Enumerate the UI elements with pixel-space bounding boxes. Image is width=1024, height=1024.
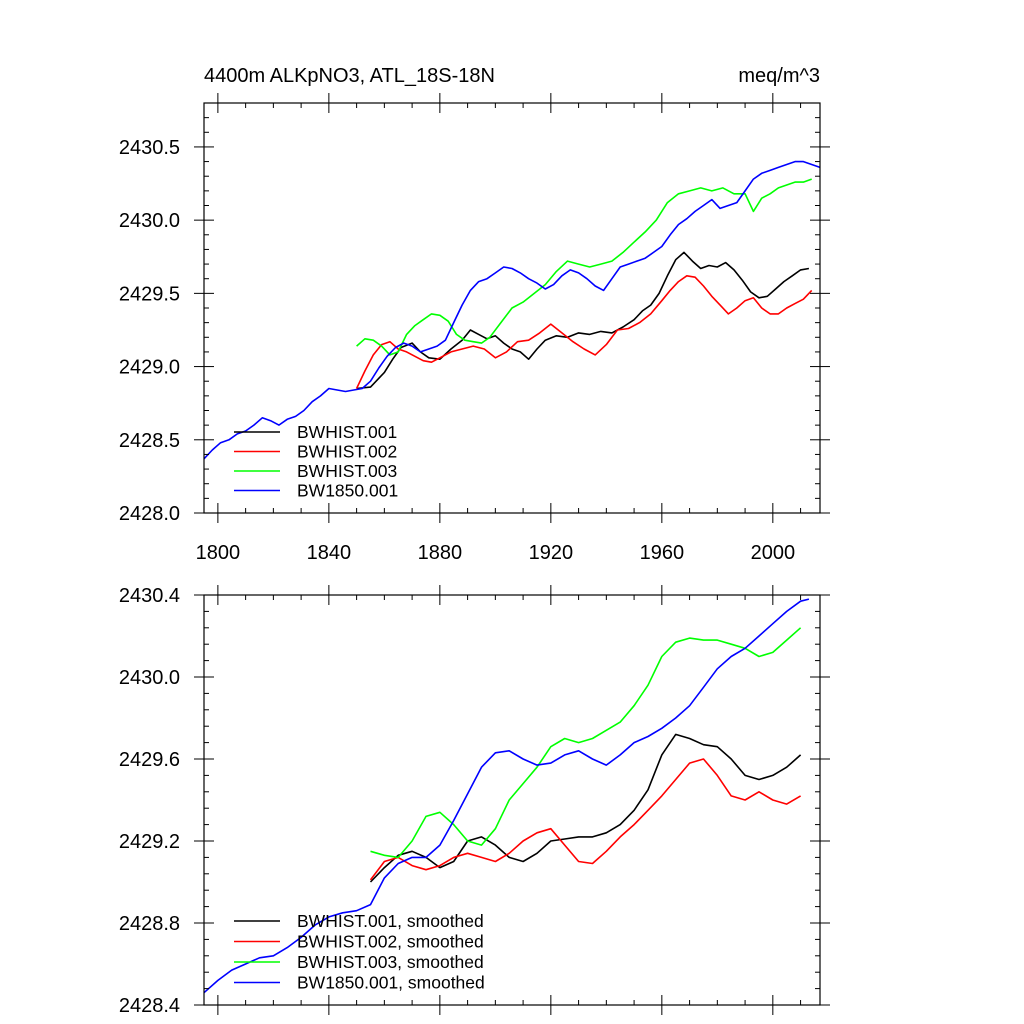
bot-series-line-3 (370, 627, 802, 859)
top-xtick-label: 1880 (418, 542, 463, 564)
top-series-lines (203, 160, 821, 460)
top-ytick-label: 2429.5 (119, 283, 180, 305)
top-ytick-label: 2430.0 (119, 210, 180, 232)
top-panel: 4400m ALKpNO3, ATL_18S-18N meq/m^3 2428.… (119, 65, 830, 564)
top-axis-ticks (194, 93, 830, 523)
bot-ytick-label: 2428.4 (119, 995, 180, 1017)
top-xtick-label: 1800 (196, 542, 241, 564)
bot-series-line-4 (203, 598, 810, 994)
top-series-line-1 (356, 251, 810, 390)
bot-ytick-label: 2429.6 (119, 749, 180, 771)
top-chart-units: meq/m^3 (738, 65, 820, 87)
top-ytick-label: 2429.0 (119, 357, 180, 379)
bot-ytick-label: 2430.0 (119, 667, 180, 689)
bottom-axis-tick-labels: 2428.4 2428.8 2429.2 2429.6 2430.0 2430.4 (119, 585, 180, 1017)
bot-series-line-1 (369, 733, 802, 883)
top-xtick-label: 1920 (529, 542, 574, 564)
bot-legend-label: BWHIST.003, smoothed (297, 952, 484, 972)
bot-legend-label: BWHIST.002, smoothed (297, 932, 484, 952)
bottom-plot-frame (203, 594, 821, 1006)
bot-ytick-label: 2429.2 (119, 831, 180, 853)
top-ytick-label: 2430.5 (119, 137, 180, 159)
bot-legend-label: BWHIST.001, smoothed (297, 911, 484, 931)
bot-ytick-label: 2428.8 (119, 913, 180, 935)
bot-ytick-label: 2430.4 (119, 585, 180, 607)
top-legend-label: BWHIST.001 (297, 422, 397, 442)
top-legend-label: BWHIST.003 (297, 461, 397, 481)
bottom-series-lines (203, 598, 810, 994)
bottom-panel: 2428.4 2428.8 2429.2 2429.6 2430.0 2430.4 BWH… (119, 585, 830, 1017)
top-xtick-label: 1840 (307, 542, 352, 564)
top-ytick-label: 2428.5 (119, 430, 180, 452)
top-series-line-2 (355, 274, 813, 389)
top-ytick-label: 2428.0 (119, 503, 180, 525)
bot-series-line-2 (369, 758, 802, 881)
bot-legend-label: BW1850.001, smoothed (297, 973, 485, 993)
bottom-axis-ticks (194, 585, 830, 1015)
top-xtick-label: 2000 (751, 542, 796, 564)
top-axis-tick-labels: 2428.0 2428.5 2429.0 2429.5 2430.0 2430.5 1800… (119, 137, 795, 564)
top-legend-label: BWHIST.002 (297, 442, 397, 462)
top-series-line-3 (356, 178, 812, 356)
top-legend-label: BW1850.001 (297, 481, 398, 501)
top-series-line-4 (203, 160, 821, 460)
top-xtick-label: 1960 (640, 542, 685, 564)
top-chart-title: 4400m ALKpNO3, ATL_18S-18N (204, 65, 495, 87)
